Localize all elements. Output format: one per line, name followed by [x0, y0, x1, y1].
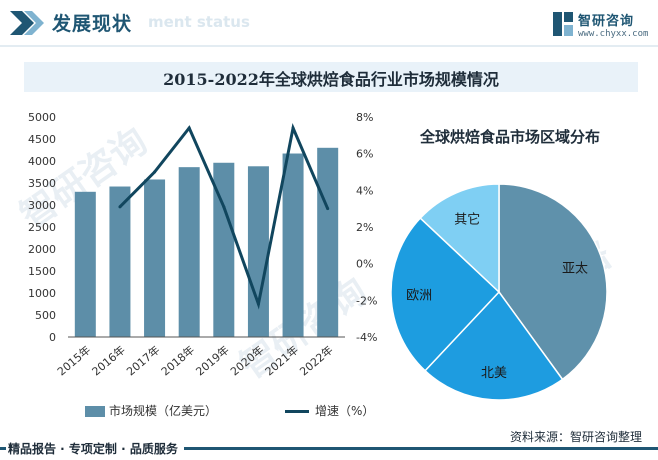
y-tick-label: 4500: [28, 133, 56, 146]
y2-tick-label: -2%: [356, 294, 377, 307]
bar: [109, 186, 131, 337]
pie-title: 全球烘焙食品市场区域分布: [419, 128, 600, 146]
pie-slice: [419, 183, 500, 294]
footer-tagline: 精品报告 · 专项定制 · 品质服务: [6, 440, 184, 457]
footer-divider: [0, 447, 658, 450]
growth-point: [256, 302, 260, 306]
y-tick-label: 1500: [28, 265, 56, 278]
y2-tick-label: 6%: [356, 148, 373, 161]
y-tick-label: 4000: [28, 155, 56, 168]
brand-url: www.chyxx.com: [578, 29, 649, 39]
y2-tick-label: 2%: [356, 221, 373, 234]
pie-label: 欧洲: [406, 289, 432, 304]
pie-slice: [390, 217, 501, 372]
y-tick-label: 5000: [28, 111, 56, 124]
x-tick-label: 2016年: [89, 343, 128, 379]
y-tick-label: 2000: [28, 243, 56, 256]
x-tick-label: 2017年: [124, 343, 163, 379]
bar: [74, 191, 96, 337]
chart-title-bar: 2015-2022年全球烘焙食品行业市场规模情况: [24, 62, 638, 92]
y2-tick-label: 4%: [356, 184, 373, 197]
pie-slice: [424, 290, 564, 401]
legend-bar-label: 市场规模（亿美元）: [109, 404, 218, 418]
x-tick-label: 2019年: [193, 343, 232, 379]
legend-bar-swatch: [85, 406, 105, 417]
brand-logo: 智研咨询 www.chyxx.com: [552, 10, 652, 44]
x-tick-label: 2021年: [262, 343, 301, 379]
growth-point: [291, 126, 295, 130]
bar: [282, 153, 304, 337]
growth-point: [326, 207, 330, 211]
legend-line-label: 增速（%）: [315, 404, 375, 418]
pie-label: 其它: [454, 212, 480, 228]
bar: [144, 179, 166, 337]
growth-point: [118, 205, 122, 209]
bar: [178, 167, 200, 337]
y-tick-label: 3000: [28, 199, 56, 212]
header-divider: [0, 45, 658, 47]
y-tick-label: 500: [35, 309, 56, 322]
y2-tick-label: 0%: [356, 258, 373, 271]
market-size-combo-chart: 0 500 1000 1500 2000 2500 3000 3500 4000 4500 5000…: [28, 111, 377, 379]
pie-slice: [498, 183, 608, 381]
x-tick-label: 2018年: [158, 343, 197, 379]
source-note: 资料来源：智研咨询整理: [509, 430, 642, 444]
chart-title: 2015-2022年全球烘焙食品行业市场规模情况: [163, 70, 499, 89]
y-tick-label: 0: [49, 331, 56, 344]
y-tick-label: 2500: [28, 221, 56, 234]
legend-line-swatch: [285, 410, 309, 413]
growth-point: [153, 170, 157, 174]
pie-label: 北美: [481, 366, 507, 381]
legend-item-bar: 市场规模（亿美元）: [85, 402, 217, 419]
brand-mark-icon: [553, 12, 573, 36]
bar: [317, 147, 339, 337]
y-tick-label: 1000: [28, 287, 56, 300]
y2-tick-label: -4%: [356, 331, 377, 344]
page-header: ment status 发展现状 智研咨询 www.chyxx.com: [0, 0, 658, 48]
x-tick-label: 2015年: [54, 343, 93, 379]
header-title: 发展现状: [52, 13, 133, 35]
y2-tick-label: 8%: [356, 111, 373, 124]
bar: [247, 166, 269, 337]
header-subtitle: ment status: [148, 13, 250, 31]
double-chevron-icon: [10, 11, 44, 35]
x-tick-label: 2022年: [297, 343, 336, 379]
pie-label: 亚太: [562, 261, 588, 276]
growth-point: [187, 126, 191, 130]
bar: [213, 162, 235, 337]
legend-item-line: 增速（%）: [285, 402, 374, 419]
growth-point: [222, 205, 226, 209]
brand-name: 智研咨询: [578, 14, 635, 29]
x-tick-label: 2020年: [227, 343, 266, 379]
y-tick-label: 3500: [28, 177, 56, 190]
